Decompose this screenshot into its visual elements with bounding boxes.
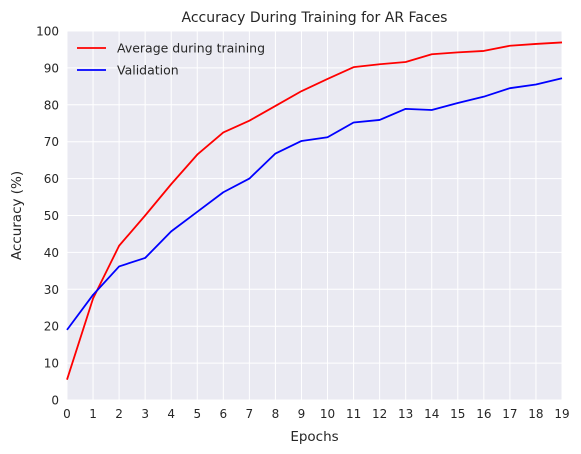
- y-axis-ticks: 0 10 20 30 40 50 60 70 80 90 100: [36, 25, 59, 408]
- y-tick-label: 80: [44, 98, 59, 112]
- x-tick-label: 7: [246, 407, 254, 421]
- series-line-0: [66, 41, 563, 380]
- x-tick-label: 17: [502, 407, 517, 421]
- x-axis-label: Epochs: [290, 429, 338, 445]
- x-tick-label: 2: [115, 407, 123, 421]
- x-tick-label: 11: [346, 407, 361, 421]
- x-tick-label: 1: [89, 407, 97, 421]
- x-tick-label: 6: [219, 407, 227, 421]
- legend-label: Average during training: [117, 41, 265, 56]
- x-tick-label: 10: [320, 407, 335, 421]
- y-axis-label: Accuracy (%): [9, 171, 25, 260]
- legend: Average during training Validation: [77, 41, 265, 78]
- y-tick-label: 100: [36, 25, 59, 39]
- y-tick-label: 70: [44, 135, 59, 149]
- x-tick-label: 14: [424, 407, 439, 421]
- x-tick-label: 3: [141, 407, 149, 421]
- y-tick-label: 0: [51, 394, 59, 408]
- x-tick-label: 8: [272, 407, 280, 421]
- legend-label: Validation: [117, 63, 179, 78]
- x-tick-label: 16: [476, 407, 491, 421]
- chart-title: Accuracy During Training for AR Faces: [182, 10, 448, 26]
- y-tick-label: 50: [44, 209, 59, 223]
- x-tick-label: 18: [528, 407, 543, 421]
- series-lines: [66, 41, 563, 380]
- x-tick-label: 5: [193, 407, 201, 421]
- y-tick-label: 30: [44, 283, 59, 297]
- x-tick-label: 9: [298, 407, 306, 421]
- x-tick-label: 19: [554, 407, 569, 421]
- x-tick-label: 12: [372, 407, 387, 421]
- x-axis-ticks: 0 1 2 3 4 5 6 7 8 9 10 11 12 13 14 15 16 17 18 19: [63, 407, 569, 421]
- series-line-1: [66, 77, 563, 331]
- x-tick-label: 0: [63, 407, 71, 421]
- y-tick-label: 40: [44, 246, 59, 260]
- y-tick-label: 20: [44, 320, 59, 334]
- y-tick-label: 90: [44, 61, 59, 75]
- x-tick-label: 4: [167, 407, 175, 421]
- y-tick-label: 60: [44, 172, 59, 186]
- x-tick-label: 13: [398, 407, 413, 421]
- y-tick-label: 10: [44, 357, 59, 371]
- x-tick-label: 15: [450, 407, 465, 421]
